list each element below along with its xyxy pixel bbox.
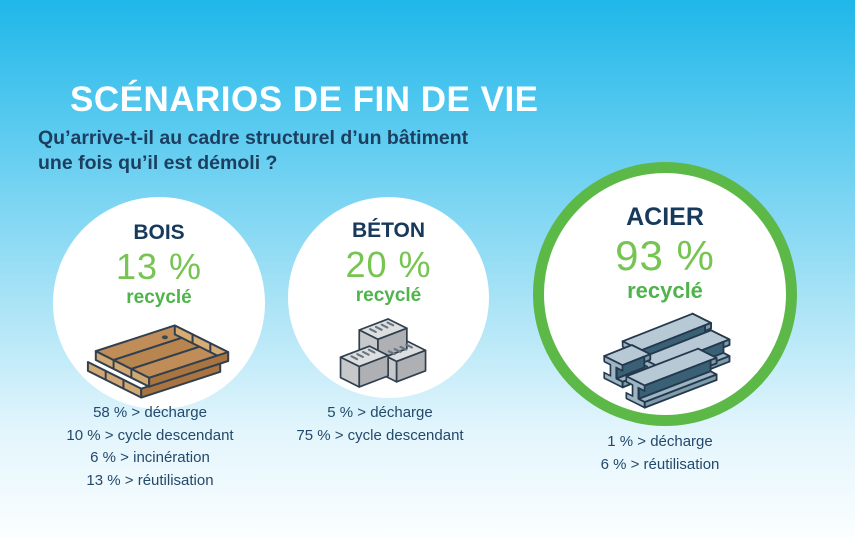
- material-stats-bois: 58 % > décharge 10 % > cycle descendant …: [30, 402, 270, 492]
- stat-line: 6 % > réutilisation: [600, 455, 720, 473]
- material-circle-beton: BÉTON 20 % recyclé: [288, 197, 489, 398]
- material-name-acier: ACIER: [626, 203, 704, 231]
- page-title: SCÉNARIOS DE FIN DE VIE: [70, 80, 539, 119]
- material-percent-acier: 93 %: [615, 232, 715, 279]
- concrete-blocks-icon: [339, 318, 426, 388]
- material-circle-acier: ACIER 93 % recyclé: [533, 162, 797, 426]
- stat-line: 13 % > réutilisation: [86, 471, 214, 489]
- page-subtitle: Qu’arrive-t-il au cadre structurel d’un …: [38, 127, 469, 174]
- material-name-bois: BOIS: [133, 221, 185, 244]
- material-recycled-label-acier: recyclé: [627, 278, 703, 303]
- material-recycled-label-beton: recyclé: [355, 285, 422, 306]
- material-circle-bois: BOIS 13 % recyclé: [53, 197, 265, 409]
- material-percent-bois: 13 %: [115, 246, 203, 287]
- wood-planks-icon: [86, 324, 230, 399]
- material-stats-beton: 5 % > décharge 75 % > cycle descendant: [260, 402, 500, 447]
- stat-line: 6 % > incinération: [90, 449, 210, 466]
- stat-line: 1 % > décharge: [607, 433, 713, 450]
- stat-line: 75 % > cycle descendant: [296, 426, 464, 444]
- material-percent-beton: 20 %: [345, 244, 432, 285]
- stat-line: 58 % > décharge: [93, 404, 207, 421]
- material-stats-acier: 1 % > décharge 6 % > réutilisation: [540, 431, 780, 476]
- stat-line: 5 % > décharge: [327, 404, 433, 421]
- steel-beams-icon: [603, 312, 731, 409]
- stat-line: 10 % > cycle descendant: [66, 426, 234, 444]
- material-recycled-label-bois: recyclé: [126, 287, 192, 308]
- material-name-beton: BÉTON: [351, 219, 426, 242]
